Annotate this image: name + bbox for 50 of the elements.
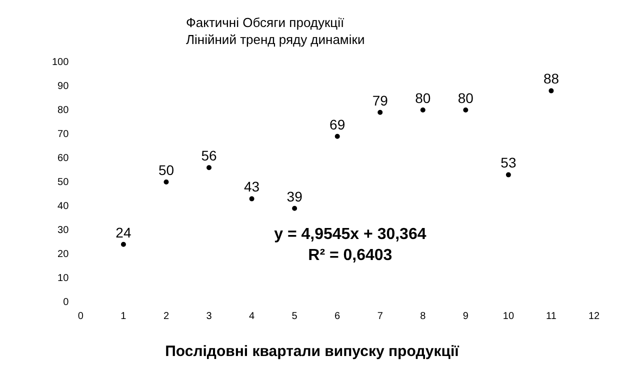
- point: [548, 88, 554, 94]
- point: [120, 242, 126, 247]
- y-tick-label: 40: [58, 200, 70, 212]
- x-axis-title: Послідовні квартали випуску продукції: [164, 343, 460, 360]
- y-tick-label: 20: [58, 248, 70, 260]
- point: [292, 206, 298, 211]
- x-tick-label: 6: [334, 310, 341, 322]
- data-label: 53: [500, 154, 516, 171]
- y-tick-label: 90: [58, 80, 70, 92]
- y-tick-label: 70: [58, 128, 70, 140]
- data-label: 56: [201, 147, 218, 164]
- data-label: 88: [543, 70, 560, 87]
- y-tick-label: 0: [63, 296, 70, 308]
- point: [164, 180, 169, 184]
- x-tick-label: 7: [377, 310, 384, 322]
- x-tick-label: 10: [502, 310, 514, 322]
- x-tick-label: 5: [292, 310, 298, 322]
- y-tick-label: 10: [58, 272, 70, 284]
- chart-title: Фактичні Обсяги продукції Лінійний тренд ряду динаміки: [186, 14, 365, 48]
- x-tick-label: 2: [163, 310, 170, 322]
- data-label: 80: [458, 90, 474, 106]
- point: [420, 108, 426, 112]
- y-tick-label: 30: [58, 224, 70, 236]
- data-label: 79: [372, 92, 388, 108]
- y-tick-label: 80: [58, 104, 70, 116]
- x-tick-label: 0: [78, 310, 84, 322]
- x-tick-label: 9: [462, 310, 469, 322]
- point: [334, 134, 340, 139]
- point: [378, 110, 383, 115]
- x-tick-label: 12: [588, 310, 600, 322]
- annotation: y = 4,9545x + 30,364: [274, 226, 426, 244]
- x-tick-label: 4: [249, 310, 256, 322]
- data-label: 24: [116, 224, 132, 240]
- x-tick-label: 11: [546, 310, 557, 322]
- point: [249, 196, 254, 202]
- data-label: 80: [415, 90, 431, 106]
- y-tick-label: 100: [52, 56, 70, 68]
- data-label: 43: [244, 178, 260, 195]
- x-tick-label: 3: [206, 310, 212, 322]
- annotation: R² = 0,6403: [308, 247, 392, 264]
- x-tick-label: 8: [420, 310, 426, 322]
- data-label: 69: [330, 116, 346, 132]
- data-label: 39: [286, 188, 303, 204]
- y-tick-label: 60: [58, 152, 70, 164]
- point: [506, 172, 511, 178]
- point: [206, 165, 212, 170]
- point: [463, 108, 468, 112]
- x-tick-label: 1: [120, 310, 127, 322]
- y-tick-label: 50: [58, 176, 70, 188]
- data-label: 50: [158, 162, 174, 178]
